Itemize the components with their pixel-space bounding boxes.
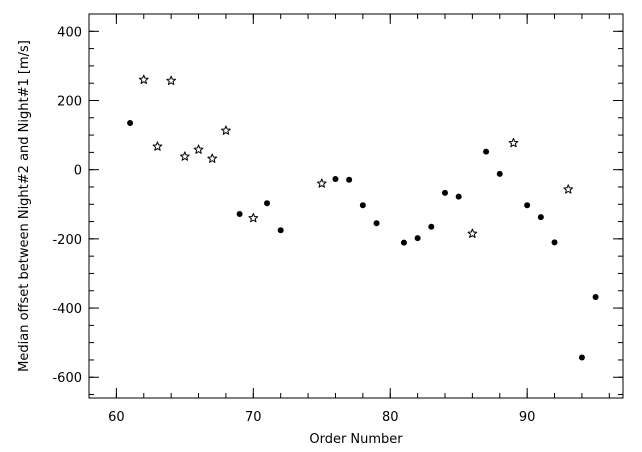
data-point-circle bbox=[537, 214, 544, 221]
data-point-star bbox=[248, 213, 259, 223]
data-point-star bbox=[316, 178, 327, 188]
data-point-circle bbox=[414, 235, 421, 242]
x-tick-label: 90 bbox=[519, 410, 536, 425]
data-points bbox=[127, 74, 599, 361]
y-axis-label: Median offset between Night#2 and Night#… bbox=[17, 40, 32, 372]
data-point-circle bbox=[524, 202, 531, 209]
data-point-circle bbox=[359, 202, 366, 209]
y-tick-label: -200 bbox=[52, 233, 82, 248]
plot-frame bbox=[88, 13, 624, 399]
y-tick-label: -400 bbox=[52, 302, 82, 317]
data-point-circle bbox=[428, 223, 435, 230]
data-point-star bbox=[179, 151, 190, 161]
y-tick-label: -600 bbox=[52, 371, 82, 386]
data-point-star bbox=[207, 153, 218, 163]
data-point-circle bbox=[400, 239, 407, 246]
data-point-circle bbox=[578, 354, 585, 361]
tick-labels: 60 70 80 90 -600 -400 -200 0 200 400 bbox=[52, 25, 535, 425]
data-point-circle bbox=[277, 227, 284, 234]
y-tick-label: 400 bbox=[57, 25, 82, 40]
data-point-circle bbox=[551, 239, 558, 246]
data-point-circle bbox=[127, 119, 134, 126]
data-point-star bbox=[467, 228, 478, 238]
data-point-circle bbox=[264, 200, 270, 207]
data-point-circle bbox=[483, 148, 490, 155]
data-point-circle bbox=[496, 170, 503, 177]
data-point-circle bbox=[373, 220, 380, 227]
data-point-circle bbox=[442, 189, 448, 196]
data-point-star bbox=[166, 75, 177, 85]
data-point-star bbox=[152, 141, 163, 151]
axis-ticks bbox=[89, 13, 623, 398]
data-point-star bbox=[563, 184, 574, 194]
x-axis-label: Order Number bbox=[309, 432, 403, 447]
y-tick-label: 0 bbox=[74, 164, 82, 179]
data-point-circle bbox=[332, 176, 339, 183]
data-point-circle bbox=[592, 293, 599, 300]
data-point-star bbox=[508, 137, 519, 148]
data-point-circle bbox=[236, 210, 243, 217]
x-tick-label: 80 bbox=[382, 410, 399, 425]
y-tick-label: 200 bbox=[57, 94, 82, 109]
data-point-circle bbox=[346, 176, 353, 183]
data-point-star bbox=[193, 144, 204, 154]
data-point-circle bbox=[455, 193, 462, 200]
x-tick-label: 70 bbox=[245, 410, 262, 425]
x-tick-label: 60 bbox=[108, 410, 125, 425]
data-point-star bbox=[221, 125, 231, 135]
data-point-star bbox=[138, 74, 149, 84]
